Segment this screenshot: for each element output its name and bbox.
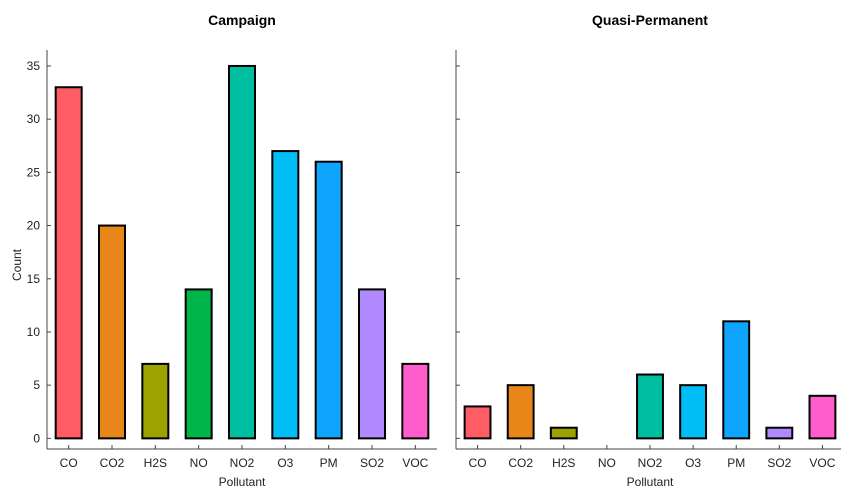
bar-pm [314, 160, 343, 440]
x-tick-label: VOC [809, 456, 835, 470]
x-tick-label: CO [60, 456, 78, 470]
x-tick-label: SO2 [767, 456, 791, 470]
x-tick-label: CO2 [100, 456, 125, 470]
bar-o3 [679, 384, 708, 440]
x-tick-label: CO2 [508, 456, 533, 470]
bar-h2s [549, 426, 578, 440]
x-tick-label: NO2 [638, 456, 663, 470]
bar-pm [722, 320, 751, 440]
bar-voc [401, 362, 430, 440]
bar-co2 [98, 224, 126, 440]
y-tick-label: 35 [27, 59, 41, 73]
x-axis-label: Pollutant [627, 475, 674, 487]
x-axis-label: Pollutant [219, 475, 266, 487]
panel-campaign: Campaign Count Pollutant 0 5 10 15 20 25 30 35 C… [10, 12, 437, 487]
y-tick-label: 30 [27, 112, 41, 126]
bar-co [463, 405, 492, 440]
bar-no [184, 288, 213, 440]
bar-voc [808, 394, 837, 440]
bar-no2 [636, 373, 664, 440]
x-tick-label: CO [469, 456, 487, 470]
y-tick-label: 15 [27, 272, 41, 286]
y-tick-label: 5 [33, 378, 40, 392]
panel-title: Quasi-Permanent [592, 12, 708, 28]
x-tick-label: NO [190, 456, 208, 470]
y-tick-label: 20 [27, 219, 41, 233]
panel-title: Campaign [208, 12, 276, 28]
x-tick-label: NO [598, 456, 616, 470]
x-tick-label: H2S [144, 456, 167, 470]
x-tick-label: H2S [552, 456, 575, 470]
x-tick-label: O3 [685, 456, 701, 470]
y-axis-label: Count [10, 248, 24, 281]
bar-co2 [506, 384, 535, 440]
bar-h2s [141, 362, 170, 440]
bar-so2 [358, 288, 386, 440]
panel-quasi-permanent: Quasi-Permanent Pollutant CO CO2 H2S NO NO2 O… [455, 12, 841, 487]
y-tick-label: 25 [27, 165, 41, 179]
x-tick-label: VOC [402, 456, 428, 470]
x-tick-label: PM [727, 456, 745, 470]
bar-no2 [228, 64, 256, 440]
bar-co [54, 86, 83, 440]
bar-so2 [765, 426, 794, 440]
x-tick-label: PM [320, 456, 338, 470]
y-tick-label: 0 [33, 431, 40, 445]
y-tick-label: 10 [27, 325, 41, 339]
bar-o3 [271, 150, 300, 440]
x-tick-label: O3 [277, 456, 293, 470]
x-tick-label: NO2 [230, 456, 255, 470]
x-tick-label: SO2 [360, 456, 384, 470]
